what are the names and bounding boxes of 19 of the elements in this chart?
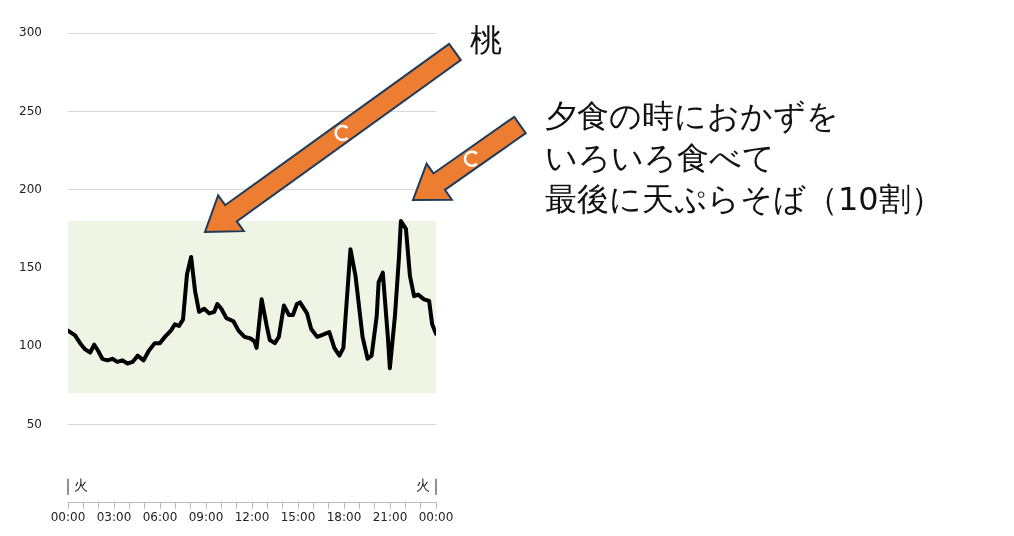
x-tick-label: 21:00 [372, 510, 408, 525]
x-tick-label: 12:00 [234, 510, 270, 525]
y-tick-label: 150 [19, 260, 42, 275]
annotation: 火 [416, 477, 430, 494]
text: 夕食の時におかずをいろいろ食べて最後に天ぷらそば（10割） [545, 96, 943, 221]
x-tick-label: 09:00 [188, 510, 224, 525]
x-tick-label: 15:00 [280, 510, 316, 525]
text: 桃 [470, 20, 502, 61]
x-tick-label: 18:00 [326, 510, 362, 525]
x-tick-label: 06:00 [142, 510, 178, 525]
y-tick-label: 200 [19, 181, 42, 196]
x-tick-label: 00:00 [418, 510, 454, 525]
x-tick-label: 00:00 [50, 510, 86, 525]
y-tick-label: 100 [19, 338, 42, 353]
annotation: 火 [74, 477, 88, 494]
y-tick-label: 50 [26, 416, 42, 431]
x-tick-label: 03:00 [96, 510, 132, 525]
y-tick-label: 300 [19, 25, 42, 40]
y-tick-label: 250 [19, 103, 42, 118]
